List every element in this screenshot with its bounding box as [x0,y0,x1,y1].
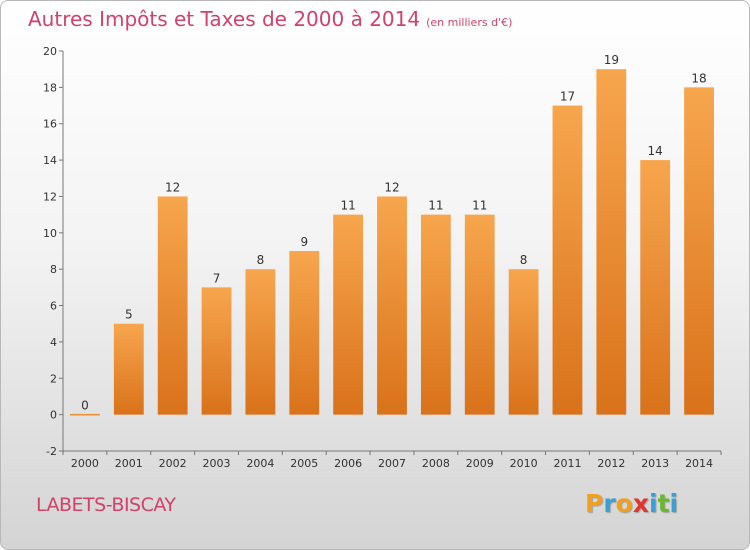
x-tick-label: 2012 [597,457,625,470]
y-tick-label: 4 [50,336,57,349]
x-tick-label: 2010 [510,457,538,470]
y-tick-label: 0 [50,409,57,422]
data-label-2001: 5 [125,308,133,322]
proxiti-logo-letter: t [657,489,670,518]
bar-2012 [596,69,627,415]
data-label-2010: 8 [520,253,528,267]
x-tick-label: 2004 [246,457,274,470]
bar-2000 [70,413,100,416]
chart-data-labels: 0 5 12 7 8 9 11 12 11 11 8 17 19 14 18 [81,53,707,412]
x-tick-label: 2009 [466,457,494,470]
bar-2011 [552,105,583,415]
data-label-2006: 11 [340,199,355,213]
bar-2009 [464,214,495,415]
proxiti-logo-letter: i [649,489,658,518]
x-tick-label: 2005 [290,457,318,470]
y-tick-label: 12 [43,190,57,203]
proxiti-logo-letter: x [632,489,649,518]
data-label-2002: 12 [165,180,180,194]
y-tick-label: 8 [50,263,57,276]
data-label-2014: 18 [691,71,706,85]
data-label-2000: 0 [81,399,89,413]
bar-2008 [420,214,451,415]
x-tick-label: 2002 [159,457,187,470]
y-tick-label: 16 [43,118,57,131]
bar-2005 [289,251,320,415]
y-tick-label: 14 [43,154,57,167]
y-tick-label: -2 [46,445,57,458]
y-tick-label: 20 [43,45,57,58]
data-label-2012: 19 [604,53,619,67]
y-tick-label: 6 [50,300,57,313]
proxiti-logo-letter: P [585,489,604,518]
x-tick-label: 2003 [203,457,231,470]
x-tick-label: 2000 [71,457,99,470]
bar-2004 [245,269,276,415]
proxiti-logo-letter: r [603,489,616,518]
chart-axes: -2 0 2 4 6 8 10 12 14 16 18 20 2000 2001 2002 2003 2004 2… [43,45,722,470]
y-tick-label: 10 [43,227,57,240]
data-label-2011: 17 [560,90,575,104]
data-label-2013: 14 [648,144,663,158]
proxiti-logo-letter: o [615,489,633,518]
bar-2001 [113,323,144,415]
x-tick-label: 2001 [115,457,143,470]
bar-2007 [377,196,407,415]
data-label-2005: 9 [300,235,308,249]
x-tick-label: 2014 [685,457,713,470]
chart-bars [70,69,714,416]
bar-2002 [157,196,188,415]
chart-title-block: Autres Impôts et Taxes de 2000 à 2014 (en… [28,7,512,31]
x-tick-label: 2013 [641,457,669,470]
x-tick-label: 2011 [553,457,581,470]
bar-2003 [201,287,232,415]
y-tick-label: 2 [50,372,57,385]
bar-2014 [684,87,714,415]
bar-2013 [640,160,671,415]
proxiti-logo[interactable]: Proxiti [585,489,678,518]
data-label-2009: 11 [472,199,487,213]
proxiti-logo-letter: i [669,489,679,518]
data-label-2004: 8 [257,253,265,267]
x-tick-label: 2006 [334,457,362,470]
chart-title: Autres Impôts et Taxes de 2000 à 2014 [28,7,421,31]
x-tick-label: 2008 [422,457,450,470]
data-label-2007: 12 [384,180,399,194]
bar-2006 [333,214,364,415]
location-label: LABETS-BISCAY [36,494,176,516]
data-label-2003: 7 [213,271,221,285]
y-tick-label: 18 [43,81,57,94]
x-tick-label: 2007 [378,457,406,470]
bar-2010 [508,269,539,415]
data-label-2008: 11 [428,199,443,213]
chart-unit: (en milliers d'€) [426,16,513,29]
